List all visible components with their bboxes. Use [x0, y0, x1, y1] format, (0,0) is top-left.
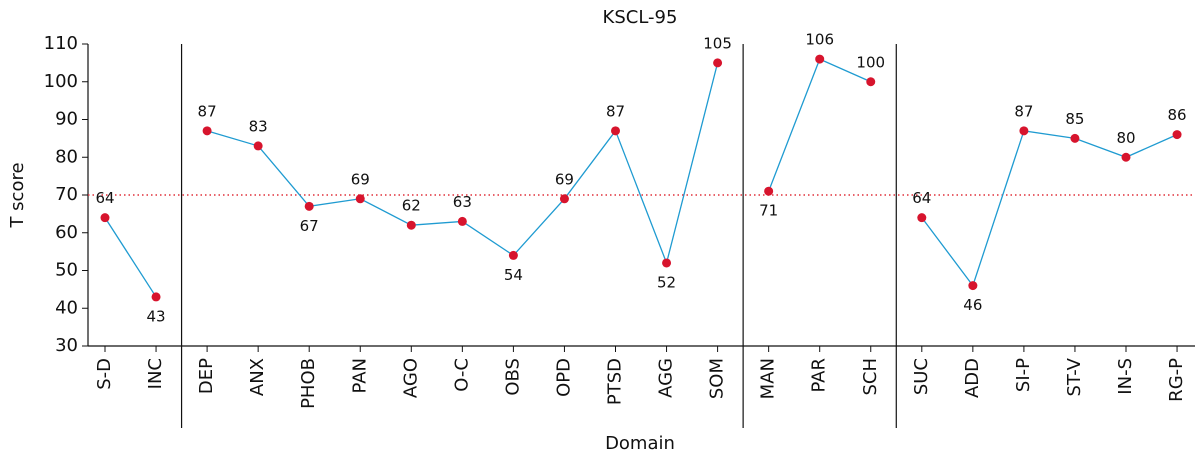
- point: [866, 77, 876, 87]
- series-line: [921, 130, 1178, 287]
- x-tick-label: SUC: [911, 358, 932, 395]
- x-tick-label: SOM: [707, 358, 728, 399]
- value-label: 54: [504, 266, 523, 284]
- point: [355, 194, 365, 204]
- x-tick-label: SCH: [860, 358, 881, 396]
- point: [100, 213, 110, 223]
- y-tick-label: 70: [55, 184, 78, 205]
- value-label: 67: [300, 217, 319, 235]
- y-tick-label: 50: [55, 260, 78, 281]
- value-label: 80: [1116, 129, 1135, 147]
- point: [1019, 126, 1029, 136]
- point: [1172, 130, 1182, 140]
- series-line: [768, 58, 872, 192]
- value-label: 87: [1014, 102, 1033, 120]
- value-label: 106: [805, 31, 834, 49]
- x-tick-label: SI-P: [1013, 358, 1034, 392]
- point: [968, 281, 978, 291]
- y-tick-label: 100: [44, 71, 78, 92]
- point: [1121, 152, 1131, 162]
- x-tick-label: RG-P: [1166, 358, 1187, 402]
- point: [457, 216, 467, 226]
- x-tick-label: ST-V: [1064, 357, 1085, 396]
- y-tick-label: 60: [55, 222, 78, 243]
- point: [815, 54, 825, 64]
- x-tick-label: ADD: [962, 358, 983, 398]
- value-label: 83: [249, 117, 268, 135]
- x-tick-label: DEP: [196, 358, 217, 394]
- value-label: 85: [1065, 110, 1084, 128]
- value-label: 46: [963, 296, 982, 314]
- series-line: [206, 62, 719, 266]
- value-label: 69: [351, 170, 370, 188]
- y-tick-label: 110: [44, 33, 78, 54]
- point: [559, 194, 569, 204]
- value-label: 52: [657, 273, 676, 291]
- chart-title: KSCL-95: [603, 7, 678, 28]
- x-tick-label: IN-S: [1115, 358, 1136, 395]
- value-label: 62: [402, 197, 421, 215]
- value-label: 64: [912, 189, 931, 207]
- x-tick-label: S-D: [94, 358, 115, 390]
- y-tick-label: 40: [55, 297, 78, 318]
- x-tick-label: MAN: [758, 358, 779, 399]
- value-label: 63: [453, 193, 472, 211]
- value-label: 69: [555, 170, 574, 188]
- x-tick-label: OPD: [553, 358, 574, 397]
- x-tick-label: PTSD: [605, 358, 626, 405]
- point: [713, 58, 723, 68]
- x-tick-label: PHOB: [298, 358, 319, 409]
- x-tick-label: ANX: [247, 358, 268, 396]
- value-label: 43: [147, 307, 166, 325]
- x-tick-label: AGO: [400, 358, 421, 398]
- x-axis-label: Domain: [605, 433, 675, 454]
- point: [508, 250, 518, 260]
- x-tick-label: PAN: [349, 358, 370, 393]
- point: [662, 258, 672, 268]
- value-label: 64: [95, 189, 114, 207]
- point: [253, 141, 263, 151]
- x-tick-label: OBS: [502, 358, 523, 396]
- point: [202, 126, 212, 136]
- point: [764, 186, 774, 196]
- value-label: 71: [759, 202, 778, 220]
- series-line: [104, 217, 157, 298]
- point: [304, 201, 314, 211]
- point: [151, 292, 161, 302]
- x-tick-label: PAR: [809, 358, 830, 393]
- value-label: 86: [1168, 106, 1187, 124]
- y-tick-label: 30: [55, 335, 78, 356]
- value-label: 87: [606, 102, 625, 120]
- value-label: 87: [198, 102, 217, 120]
- value-label: 105: [703, 34, 732, 52]
- value-label: 100: [856, 53, 885, 71]
- y-tick-label: 90: [55, 109, 78, 130]
- x-tick-label: INC: [145, 358, 166, 389]
- x-tick-label: AGG: [656, 358, 677, 398]
- point: [917, 213, 927, 223]
- x-tick-label: O-C: [451, 358, 472, 392]
- point: [406, 220, 416, 230]
- y-axis-label: T score: [7, 162, 28, 228]
- y-tick-label: 80: [55, 146, 78, 167]
- point: [1070, 133, 1080, 143]
- point: [611, 126, 620, 136]
